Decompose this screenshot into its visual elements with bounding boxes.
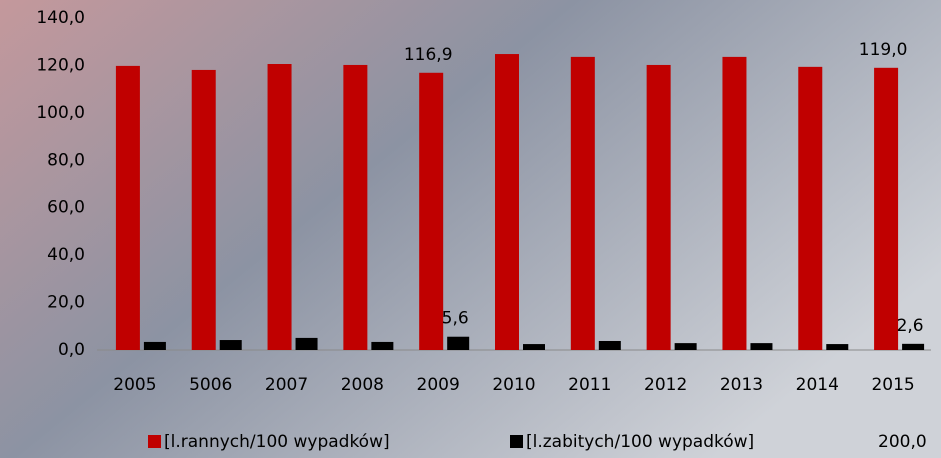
bar — [722, 56, 747, 351]
bar — [598, 340, 621, 350]
bar — [674, 343, 697, 350]
legend-label: [l.rannych/100 wypadków] — [164, 432, 390, 452]
x-tick-label: 2007 — [265, 375, 308, 395]
legend-label: [l.zabitych/100 wypadków] — [526, 432, 754, 452]
bar — [826, 344, 849, 350]
x-tick-label: 2011 — [568, 375, 611, 395]
x-tick-label: 2009 — [417, 375, 460, 395]
bar — [143, 341, 166, 350]
data-label: 116,9 — [404, 45, 453, 65]
x-tick-label: 2008 — [341, 375, 384, 395]
x-tick-label: 2015 — [871, 375, 914, 395]
data-label: 5,6 — [442, 309, 469, 329]
bar — [646, 64, 671, 350]
x-tick-label: 2005 — [113, 375, 156, 395]
y-tick-label: 120,0 — [36, 55, 85, 75]
bar — [191, 69, 216, 350]
x-tick-label: 2012 — [644, 375, 687, 395]
y-tick-label: 140,0 — [36, 8, 85, 28]
y-tick-label: 60,0 — [47, 198, 85, 218]
x-tick-label: 5006 — [189, 375, 232, 395]
legend-label: 200,0 — [878, 432, 927, 452]
bar — [750, 343, 773, 350]
bar — [798, 66, 823, 350]
bar — [295, 337, 318, 350]
x-tick-label: 2010 — [492, 375, 535, 395]
data-label: 2,6 — [897, 316, 924, 336]
bar — [343, 64, 368, 350]
bar — [523, 344, 545, 350]
bar — [219, 340, 242, 350]
legend-swatch — [510, 435, 523, 448]
bar — [447, 336, 470, 350]
bar — [902, 343, 925, 350]
bar — [419, 72, 444, 350]
bar — [570, 56, 595, 351]
x-tick-label: 2013 — [720, 375, 763, 395]
bar — [115, 65, 140, 350]
bar — [874, 67, 899, 351]
y-tick-label: 40,0 — [47, 245, 85, 265]
x-tick-label: 2014 — [796, 375, 839, 395]
y-tick-label: 100,0 — [36, 103, 85, 123]
bar — [371, 341, 394, 350]
data-label: 119,0 — [859, 40, 908, 60]
bar — [495, 54, 519, 350]
y-tick-label: 80,0 — [47, 150, 85, 170]
y-tick-label: 0,0 — [58, 340, 85, 360]
y-tick-label: 20,0 — [47, 293, 85, 313]
legend-swatch — [148, 435, 161, 448]
bar — [267, 64, 292, 351]
